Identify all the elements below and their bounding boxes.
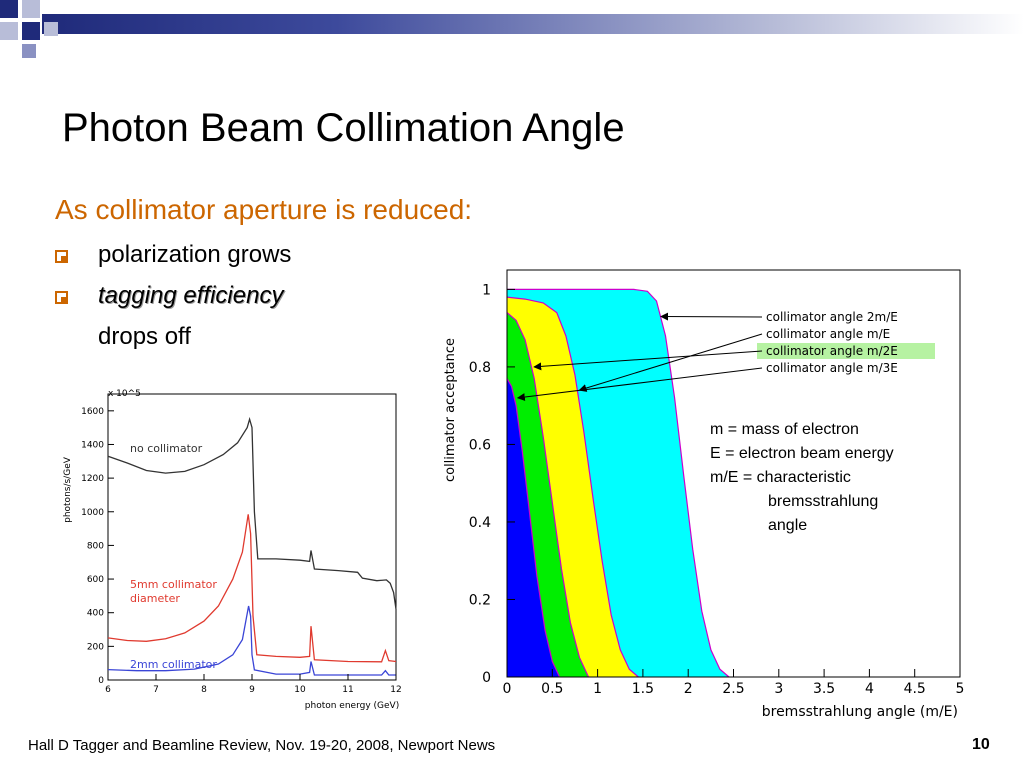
note-line: bremsstrahlung: [768, 493, 879, 510]
legend-leader-arrow: [578, 333, 763, 392]
area-edge-collimator-angle-m-e: [506, 296, 639, 678]
y-tick-label: 0.8: [469, 360, 491, 376]
square-bullet-icon: [55, 250, 68, 263]
bullet-polarization: polarization grows: [98, 241, 292, 268]
y-tick-label: 1200: [81, 474, 104, 484]
x-tick-label: 0.5: [541, 681, 563, 697]
x-tick-label: 0: [503, 681, 512, 697]
y-tick-label: 400: [87, 609, 104, 619]
slide-title: Photon Beam Collimation Angle: [62, 106, 625, 150]
x-tick-label: 9: [249, 685, 255, 695]
x-tick-label: 3.5: [813, 681, 835, 697]
y-axis-label: photons/s/GeV: [63, 456, 73, 523]
legend-label: collimator angle 2m/E: [766, 310, 898, 324]
x-tick-label: 12: [390, 685, 401, 695]
series-line-5mm-collimator: [107, 514, 397, 663]
legend-label: collimator angle m/2E: [766, 344, 898, 358]
slide-subtitle: As collimator aperture is reduced:: [55, 194, 473, 225]
bullet-tagging-efficiency: tagging efficiency: [98, 282, 284, 309]
x-tick-label: 2.5: [722, 681, 744, 697]
x-tick-label: 10: [294, 685, 306, 695]
y-tick-label: 200: [87, 642, 104, 652]
y-tick-label: 1400: [81, 440, 104, 450]
note-line: m/E = characteristic: [710, 469, 851, 486]
note-line: E = electron beam energy: [710, 445, 894, 462]
area-collimator-angle-m-3e: [507, 378, 560, 677]
note-line: angle: [768, 517, 808, 534]
x-tick-label: 6: [105, 685, 111, 695]
y-tick-label: 0.4: [469, 515, 491, 531]
note-line: m = mass of electron: [710, 421, 859, 438]
x-tick-label: 4.5: [904, 681, 926, 697]
y-tick-label: 1600: [81, 407, 104, 417]
legend-leader-arrow: [533, 350, 763, 371]
y-tick-label: 600: [87, 575, 104, 585]
x-tick-label: 4: [865, 681, 874, 697]
y-tick-label: 0.6: [469, 437, 491, 453]
x-tick-label: 1: [593, 681, 602, 697]
legend-leader-arrow: [516, 367, 763, 402]
x-tick-label: 8: [201, 685, 207, 695]
x-tick-label: 5: [956, 681, 965, 697]
annotation-diameter: diameter: [130, 592, 180, 605]
annotation-2mm-collimator: 2mm collimator: [130, 658, 217, 671]
legend-label: collimator angle m/3E: [766, 361, 898, 375]
y-tick-label: 1: [482, 282, 491, 298]
definition-note: m = mass of electron E = electron beam e…: [710, 418, 894, 538]
x-tick-label: 3: [774, 681, 783, 697]
x-tick-label: 1.5: [632, 681, 654, 697]
y-scale-label: x 10^5: [108, 389, 141, 399]
collimator-acceptance-chart: 0 0.5 1 1.5 2 2.5 3 3.5 4 4.5 5 0 0.2 0.4 0.6 0.8 1 coll…: [443, 269, 965, 720]
area-edge-collimator-angle-m-2e: [506, 312, 590, 678]
x-axis-label: photon energy (GeV): [305, 701, 399, 711]
header-decoration: [0, 0, 58, 58]
x-axis-label: bremsstrahlung angle (m/E): [762, 704, 958, 720]
x-tick-label: 2: [684, 681, 693, 697]
header-bar: [42, 14, 1024, 34]
y-axis-label: collimator acceptance: [443, 338, 458, 482]
y-tick-label: 800: [87, 541, 104, 551]
footer-text: Hall D Tagger and Beamline Review, Nov. …: [28, 737, 496, 754]
series-line-no-collimator: [107, 416, 397, 610]
annotation-5mm-collimator: 5mm collimator: [130, 578, 217, 591]
y-tick-label: 0: [98, 676, 104, 686]
y-tick-label: 1000: [81, 508, 104, 518]
slide-number: 10: [972, 736, 990, 753]
square-bullet-icon: [55, 291, 68, 304]
y-tick-label: 0.2: [469, 592, 491, 608]
photon-spectrum-chart: 6 7 8 9 10 11 1202004006008001000120014001600 …: [63, 389, 402, 711]
area-edge-collimator-angle-m-3e: [506, 378, 561, 678]
legend-label: collimator angle m/E: [766, 327, 890, 341]
x-tick-label: 7: [153, 685, 159, 695]
x-tick-label: 11: [342, 685, 353, 695]
annotation-no-collimator: no collimator: [130, 442, 203, 455]
series-line-2mm-collimator: [107, 605, 396, 676]
bullet-continuation: drops off: [98, 323, 191, 350]
area-edge-collimator-angle-2m-e: [507, 288, 730, 678]
legend-highlight: [757, 343, 935, 359]
y-tick-label: 0: [482, 670, 491, 686]
